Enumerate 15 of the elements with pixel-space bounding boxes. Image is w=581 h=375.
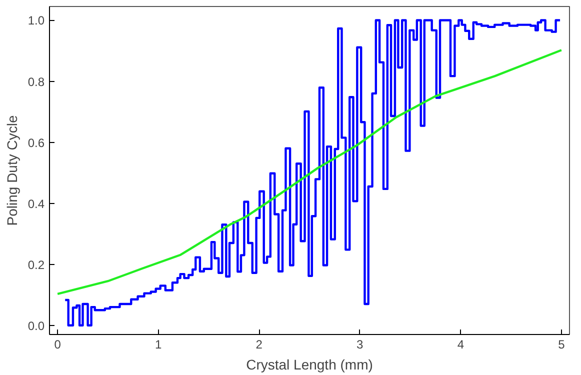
y-tick-label: 1.0	[28, 14, 45, 28]
x-tick-label: 0	[54, 338, 62, 352]
y-tick-label: 0.2	[28, 258, 45, 272]
x-tick-label: 3	[356, 338, 364, 352]
y-tick-label: 0.0	[28, 318, 45, 333]
x-tick-label: 4	[457, 338, 464, 352]
y-tick-label: 0.4	[28, 196, 45, 211]
y-tick-label: 0.6	[28, 136, 45, 150]
x-axis-title: Crystal Length (mm)	[246, 356, 373, 372]
x-tick-label: 5	[558, 338, 566, 352]
x-tick-label: 1	[155, 338, 162, 352]
x-tick-label: 2	[256, 338, 263, 352]
line-series	[56, 49, 563, 296]
y-tick-label: 0.8	[28, 74, 45, 89]
y-axis-title: Poling Duty Cycle	[4, 115, 20, 226]
